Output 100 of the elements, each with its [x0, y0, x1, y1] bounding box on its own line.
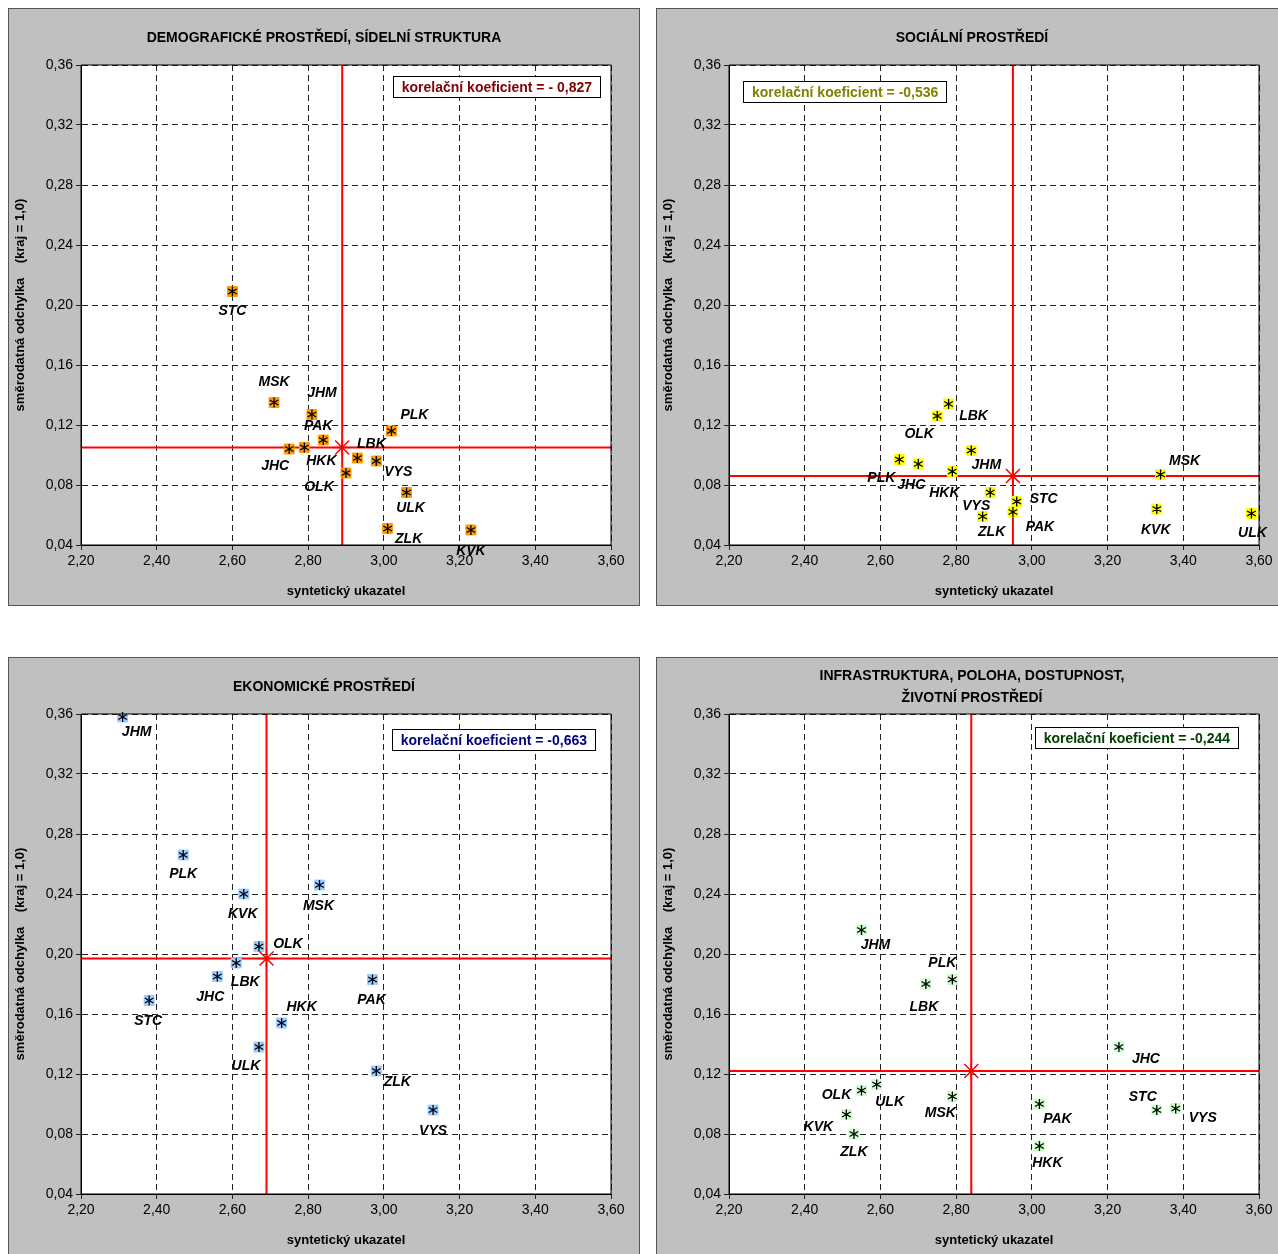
y-tick-label: 0,24: [45, 235, 74, 252]
y-tick-label: 0,12: [45, 415, 74, 432]
x-axis-title: syntetický ukazatel: [934, 1231, 1054, 1247]
series-label: ZLK: [839, 1142, 869, 1159]
series-label: LBK: [959, 406, 989, 423]
y-axis-title: směrodatná odchylka (kraj = 1,0): [12, 847, 28, 1061]
series-label: JHC: [1131, 1049, 1161, 1066]
series-label: VYS: [384, 462, 413, 479]
series-label: STC: [1029, 490, 1059, 507]
x-tick-label: 3,20: [445, 1201, 474, 1218]
series-label: ZLK: [382, 1072, 412, 1089]
series-label: HKK: [929, 484, 961, 501]
x-tick-label: 2,60: [218, 1201, 247, 1218]
y-tick-label: 0,20: [45, 944, 74, 961]
y-tick-label: 0,12: [693, 1064, 722, 1081]
x-axis-title: syntetický ukazatel: [286, 1231, 406, 1247]
series-label: OLK: [904, 424, 935, 441]
y-tick-label: 0,20: [693, 944, 722, 961]
y-tick-label: 0,32: [45, 115, 74, 132]
y-tick-label: 0,32: [693, 115, 722, 132]
y-tick-label: 0,32: [693, 764, 722, 781]
series-label: VYS: [419, 1121, 448, 1138]
y-tick-label: 0,04: [693, 1184, 722, 1201]
point: [256, 948, 277, 969]
series-label: HKK: [286, 997, 318, 1014]
x-tick-label: 2,60: [218, 552, 247, 569]
series-label: JHM: [121, 722, 152, 739]
x-tick-label: 2,80: [942, 552, 970, 569]
series-label: PLK: [169, 864, 199, 881]
x-tick-label: 2,20: [715, 552, 743, 569]
y-tick-label: 0,36: [45, 704, 74, 721]
y-tick-label: 0,08: [45, 1124, 74, 1141]
series-label: MSK: [924, 1104, 957, 1121]
series-label: ULK: [875, 1093, 905, 1110]
series-label: ZLK: [977, 523, 1007, 540]
series-label: ZLK: [394, 530, 424, 547]
y-tick-label: 0,04: [45, 1184, 74, 1201]
series-label: MSK: [302, 896, 335, 913]
x-axis-title: syntetický ukazatel: [286, 582, 406, 598]
y-tick-label: 0,20: [693, 295, 722, 312]
series-label: LBK: [356, 434, 387, 451]
x-axis-title: syntetický ukazatel: [934, 582, 1054, 598]
x-tick-label: 3,60: [1245, 552, 1273, 569]
series-label: JHC: [196, 988, 226, 1005]
x-tick-label: 3,60: [1245, 1201, 1273, 1218]
y-tick-label: 0,36: [693, 704, 722, 721]
y-tick-label: 0,08: [693, 1124, 722, 1141]
x-tick-label: 2,20: [67, 1201, 95, 1218]
y-tick-label: 0,20: [45, 295, 74, 312]
chart-title: EKONOMICKÉ PROSTŘEDÍ: [232, 678, 415, 694]
y-tick-label: 0,16: [45, 355, 74, 372]
chart-title: INFRASTRUKTURA, POLOHA, DOSTUPNOST, ŽIVOTNÍ PROSTŘEDÍ: [819, 667, 1125, 705]
annotation: korelační koeficient = -0,244: [1034, 727, 1239, 749]
annotation: korelační koeficient = - 0,827: [392, 76, 601, 98]
x-tick-label: 3,40: [521, 552, 550, 569]
x-tick-label: 2,20: [67, 552, 95, 569]
series-label: PLK: [928, 954, 958, 971]
series-label: STC: [134, 1012, 164, 1029]
series-label: HKK: [306, 452, 338, 469]
x-tick-label: 3,40: [1169, 1201, 1198, 1218]
y-tick-label: 0,36: [45, 55, 74, 72]
x-tick-label: 3,20: [1093, 1201, 1122, 1218]
chart-title: DEMOGRAFICKÉ PROSTŘEDÍ, SÍDELNÍ STRUKTURA: [146, 29, 502, 45]
x-tick-label: 3,40: [521, 1201, 550, 1218]
y-tick-label: 0,24: [693, 884, 722, 901]
y-tick-label: 0,28: [45, 175, 74, 192]
y-tick-label: 0,28: [693, 175, 722, 192]
series-label: OLK: [821, 1086, 853, 1103]
series-label: PLK: [400, 405, 430, 422]
x-tick-label: 3,00: [1018, 552, 1046, 569]
y-tick-label: 0,28: [45, 824, 74, 841]
y-tick-label: 0,08: [693, 475, 722, 492]
x-tick-label: 2,40: [791, 552, 819, 569]
series-label: STC: [1128, 1087, 1158, 1104]
y-tick-label: 0,12: [45, 1064, 74, 1081]
x-tick-label: 2,80: [294, 1201, 322, 1218]
series-label: VYS: [1188, 1109, 1218, 1126]
series-label: JHM: [307, 384, 338, 401]
series-label: PAK: [357, 991, 387, 1008]
series-label: KVK: [803, 1118, 835, 1135]
series-label: ULK: [396, 499, 426, 516]
annotation: korelační koeficient = -0,663: [391, 729, 596, 751]
x-tick-label: 3,00: [370, 1201, 398, 1218]
series-label: KVK: [228, 904, 259, 921]
y-tick-label: 0,08: [45, 475, 74, 492]
series-label: JHM: [971, 456, 1002, 473]
series-label: VYS: [962, 497, 991, 514]
series-label: JHC: [261, 456, 291, 473]
series-label: JHM: [860, 935, 891, 952]
x-tick-label: 2,60: [866, 552, 895, 569]
x-tick-label: 2,20: [715, 1201, 743, 1218]
y-tick-label: 0,36: [693, 55, 722, 72]
x-tick-label: 2,40: [143, 1201, 171, 1218]
annotation: korelační koeficient = -0,536: [743, 81, 948, 103]
chart-title: SOCIÁLNÍ PROSTŘEDÍ: [895, 29, 1049, 45]
y-tick-label: 0,16: [45, 1004, 74, 1021]
series-label: PAK: [1043, 1109, 1073, 1126]
x-tick-label: 2,40: [143, 552, 171, 569]
y-tick-label: 0,28: [693, 824, 722, 841]
x-tick-label: 2,80: [942, 1201, 970, 1218]
